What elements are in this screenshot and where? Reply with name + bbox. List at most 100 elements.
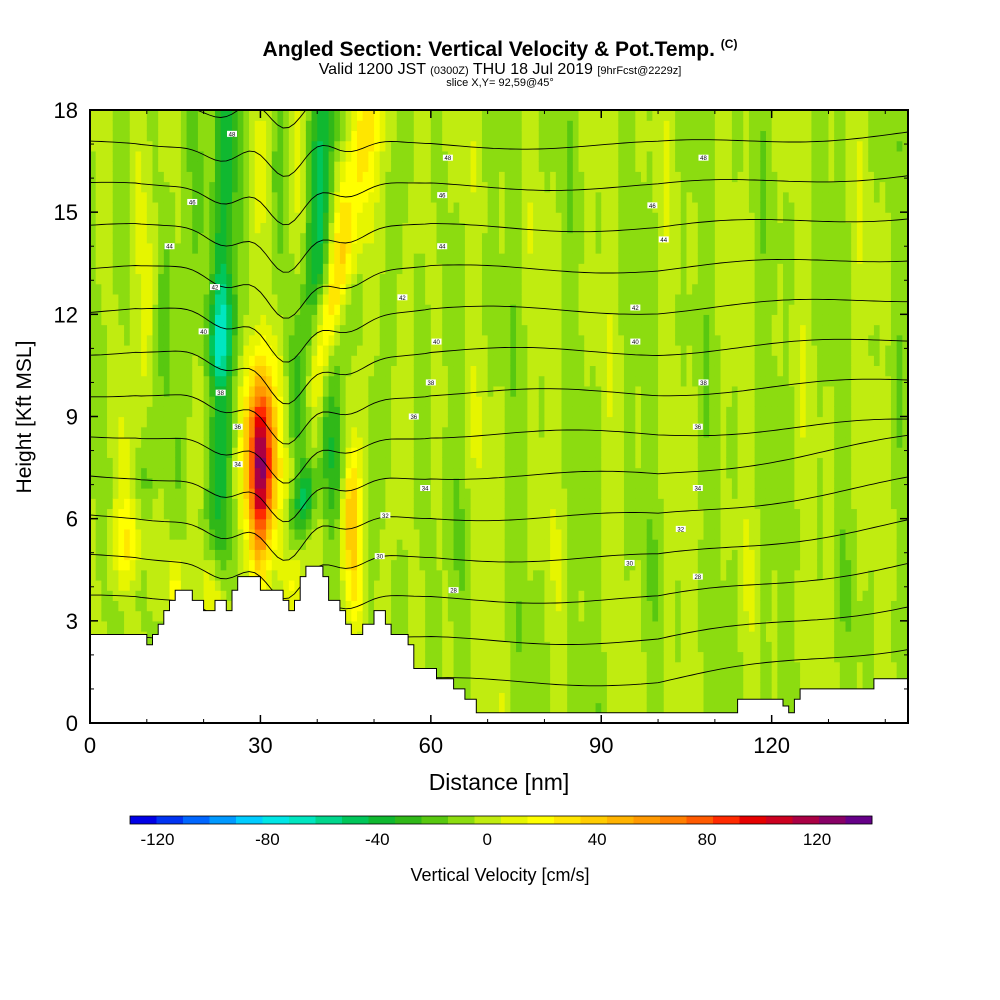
velocity-cell	[442, 120, 449, 132]
velocity-cell	[124, 120, 131, 132]
velocity-cell	[300, 365, 307, 377]
velocity-cell	[544, 212, 551, 223]
velocity-cell	[90, 610, 97, 622]
velocity-cell	[197, 396, 205, 407]
velocity-cell	[516, 293, 523, 305]
velocity-cell	[516, 324, 523, 336]
velocity-cell	[169, 559, 176, 571]
velocity-cell	[356, 314, 364, 326]
velocity-cell	[487, 467, 494, 479]
velocity-cell	[351, 110, 358, 121]
velocity-cell	[283, 314, 290, 326]
velocity-cell	[368, 344, 375, 356]
velocity-cell	[141, 130, 148, 142]
velocity-cell	[533, 467, 540, 479]
velocity-cell	[430, 508, 438, 520]
velocity-cell	[499, 549, 506, 561]
velocity-cell	[141, 600, 148, 612]
velocity-cell	[351, 293, 358, 305]
velocity-cell	[408, 600, 415, 612]
velocity-cell	[254, 385, 262, 397]
velocity-cell	[163, 283, 171, 295]
velocity-cell	[317, 181, 324, 193]
velocity-cell	[107, 304, 114, 315]
velocity-cell	[232, 508, 239, 520]
velocity-cell	[317, 314, 324, 326]
velocity-cell	[487, 191, 494, 203]
velocity-cell	[186, 293, 193, 305]
velocity-cell	[288, 375, 296, 387]
velocity-cell	[214, 232, 222, 244]
velocity-cell	[90, 447, 97, 458]
velocity-cell	[107, 273, 114, 285]
velocity-cell	[277, 416, 284, 428]
velocity-cell	[527, 324, 534, 336]
chart-title: Angled Section: Vertical Velocity & Pot.…	[0, 37, 1000, 62]
velocity-cell	[186, 488, 193, 499]
velocity-cell	[118, 344, 125, 356]
velocity-cell	[283, 201, 290, 213]
velocity-cell	[481, 273, 489, 285]
velocity-cell	[516, 150, 523, 162]
velocity-cell	[192, 232, 199, 244]
velocity-cell	[237, 355, 244, 367]
velocity-cell	[90, 477, 97, 489]
velocity-cell	[527, 283, 534, 295]
velocity-cell	[277, 161, 284, 172]
velocity-cell	[124, 610, 131, 622]
velocity-cell	[186, 334, 193, 346]
velocity-cell	[249, 181, 256, 193]
velocity-cell	[129, 324, 137, 336]
velocity-cell	[510, 232, 517, 244]
velocity-cell	[430, 436, 438, 448]
velocity-cell	[186, 385, 193, 397]
velocity-cell	[527, 518, 534, 530]
velocity-cell	[317, 222, 324, 234]
velocity-cell	[442, 528, 449, 540]
velocity-cell	[425, 528, 432, 540]
velocity-cell	[101, 150, 108, 162]
velocity-cell	[107, 579, 114, 591]
velocity-cell	[504, 416, 511, 428]
velocity-cell	[436, 130, 443, 142]
velocity-cell	[334, 508, 341, 520]
velocity-cell	[391, 344, 398, 356]
velocity-cell	[374, 110, 381, 121]
velocity-cell	[101, 334, 108, 346]
velocity-cell	[243, 232, 250, 244]
velocity-cell	[277, 355, 284, 367]
velocity-cell	[345, 559, 352, 571]
velocity-cell	[288, 600, 296, 612]
velocity-cell	[101, 273, 108, 285]
velocity-cell	[317, 120, 324, 132]
velocity-cell	[197, 426, 205, 438]
velocity-cell	[430, 569, 438, 581]
velocity-cell	[203, 406, 210, 418]
velocity-cell	[95, 375, 102, 387]
velocity-cell	[95, 518, 102, 530]
velocity-cell	[453, 518, 460, 530]
velocity-cell	[453, 161, 460, 172]
velocity-cell	[362, 201, 369, 213]
velocity-cell	[141, 498, 148, 510]
velocity-cell	[419, 457, 426, 469]
velocity-cell	[476, 559, 483, 571]
velocity-cell	[180, 498, 188, 510]
velocity-cell	[476, 508, 483, 520]
velocity-cell	[504, 600, 511, 612]
velocity-cell	[339, 212, 347, 223]
velocity-cell	[510, 110, 517, 121]
velocity-cell	[459, 396, 466, 407]
velocity-cell	[271, 110, 279, 121]
velocity-cell	[186, 201, 193, 213]
velocity-cell	[459, 222, 466, 234]
velocity-cell	[186, 559, 193, 571]
velocity-cell	[334, 181, 341, 193]
velocity-cell	[396, 559, 404, 571]
velocity-cell	[538, 467, 546, 479]
velocity-cell	[135, 212, 142, 223]
velocity-cell	[152, 426, 159, 438]
velocity-cell	[550, 569, 557, 581]
velocity-cell	[243, 283, 250, 295]
velocity-cell	[544, 242, 551, 254]
